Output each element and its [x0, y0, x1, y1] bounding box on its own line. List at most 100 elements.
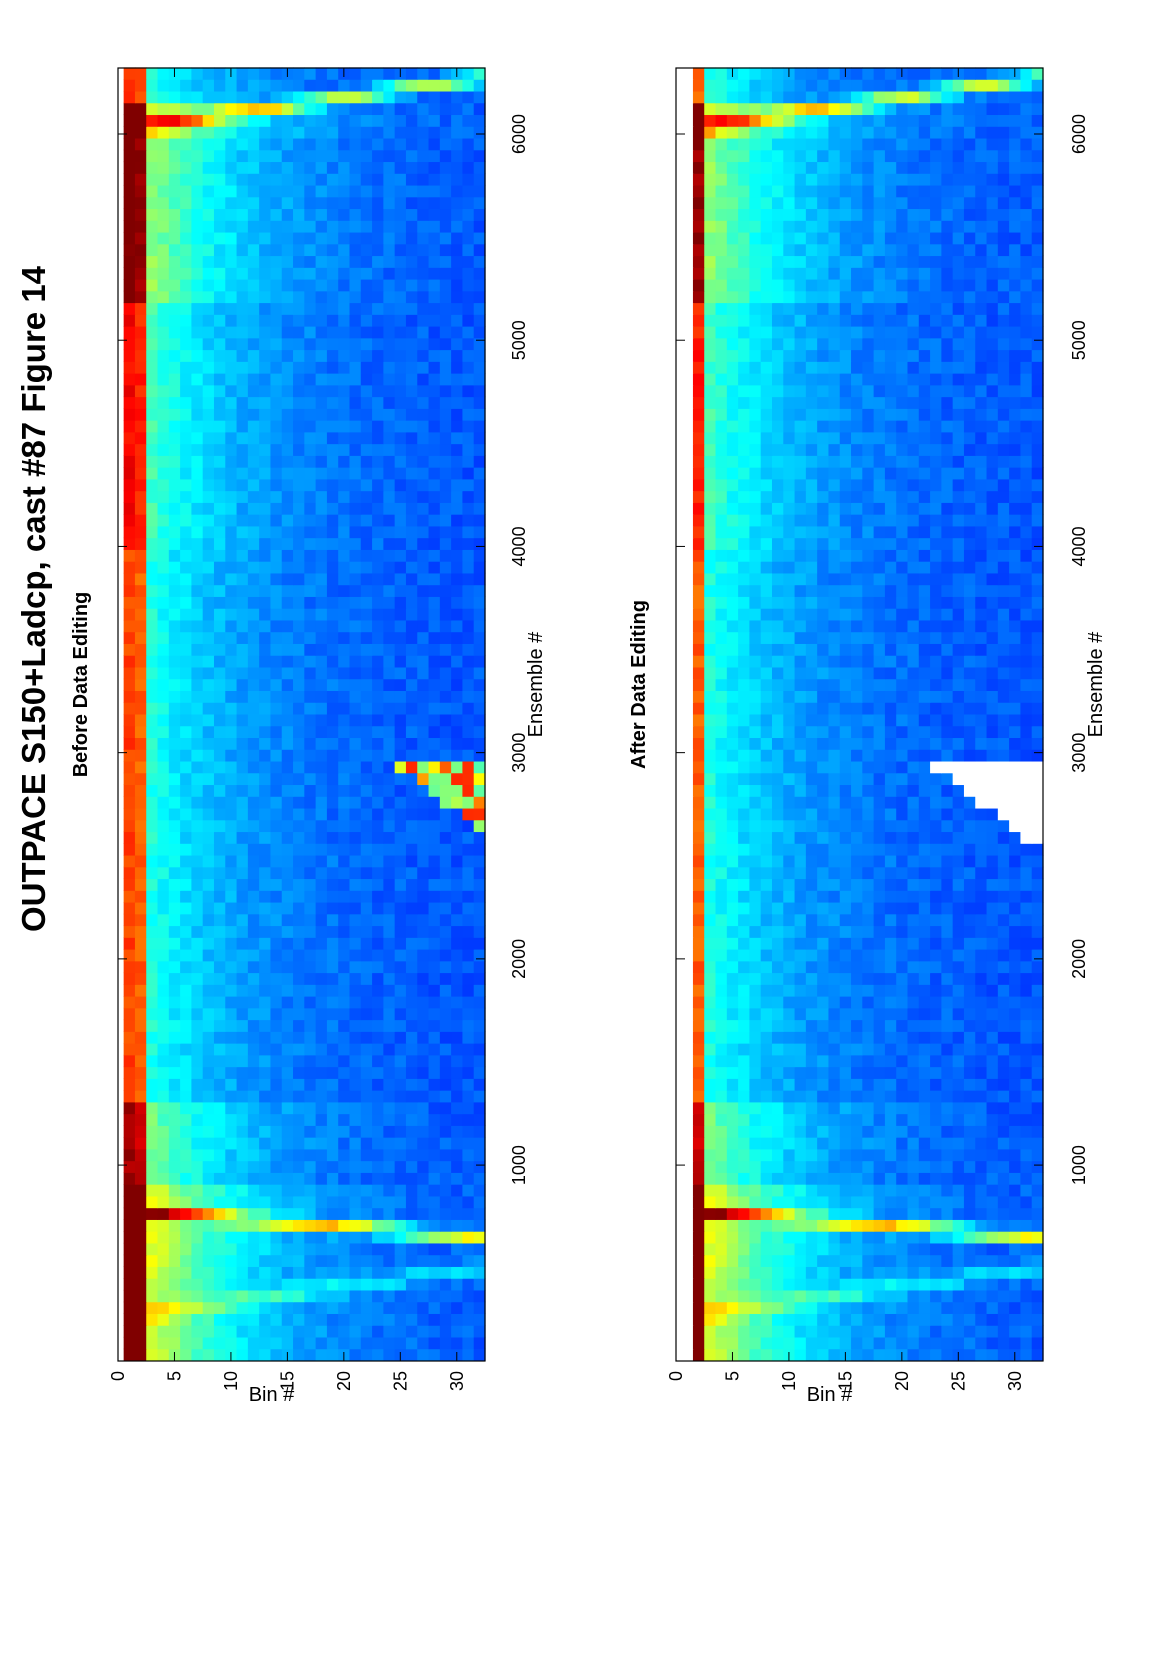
heatmap-cell: [1020, 960, 1033, 974]
heatmap-cell: [394, 1195, 407, 1209]
heatmap-cell: [451, 737, 464, 750]
heatmap-cell: [225, 184, 238, 198]
heatmap-cell: [473, 490, 486, 503]
heatmap-cell: [738, 1019, 750, 1032]
heatmap-cell: [191, 243, 204, 257]
heatmap-cell: [884, 831, 897, 844]
heatmap-cell: [247, 749, 260, 762]
heatmap-cell: [715, 1054, 728, 1068]
heatmap-cell: [941, 1325, 954, 1338]
heatmap-cell: [451, 267, 464, 280]
heatmap-cell: [191, 690, 204, 703]
heatmap-cell: [349, 772, 362, 786]
heatmap-cell: [236, 243, 249, 257]
heatmap-cell: [123, 349, 136, 362]
heatmap-cell: [202, 866, 215, 880]
heatmap-cell: [123, 1160, 136, 1173]
heatmap-cell: [473, 854, 486, 868]
heatmap-cell: [360, 1336, 373, 1350]
heatmap-cell: [259, 137, 272, 151]
y-tick-label: 30: [447, 1371, 467, 1391]
heatmap-cell: [349, 643, 362, 656]
heatmap-cell: [986, 1231, 999, 1244]
heatmap-cell: [726, 1242, 739, 1256]
heatmap-cell: [405, 537, 418, 550]
heatmap-cell: [134, 796, 147, 809]
heatmap-cell: [281, 314, 294, 327]
heatmap-cell: [805, 1207, 818, 1220]
heatmap-cell: [293, 290, 305, 304]
heatmap-cell: [439, 1090, 452, 1103]
heatmap-cell: [202, 255, 215, 268]
heatmap-cell: [168, 737, 181, 750]
heatmap-cell: [997, 1219, 1010, 1232]
heatmap-cell: [1020, 1254, 1033, 1267]
heatmap-cell: [123, 854, 136, 868]
heatmap-cell: [326, 314, 339, 327]
heatmap-cell: [123, 137, 136, 151]
panel-title: Before Data Editing: [70, 592, 92, 778]
heatmap-cell: [315, 1207, 328, 1220]
heatmap-cell: [451, 1254, 464, 1267]
heatmap-cell: [270, 901, 283, 915]
heatmap-cell: [304, 655, 317, 668]
heatmap-cell: [975, 1137, 988, 1150]
heatmap-cell: [771, 913, 784, 927]
heatmap-cell: [213, 561, 226, 574]
heatmap-cell: [180, 67, 193, 80]
heatmap-cell: [473, 161, 486, 174]
heatmap-cell: [462, 608, 475, 621]
heatmap-cell: [157, 843, 170, 856]
heatmap-cell: [293, 972, 305, 985]
heatmap-cell: [326, 443, 339, 456]
heatmap-cell: [225, 1078, 238, 1091]
heatmap-cell: [428, 584, 441, 597]
heatmap-cell: [168, 690, 181, 703]
heatmap-cell: [439, 796, 452, 809]
heatmap-cell: [349, 126, 362, 139]
heatmap-cell: [715, 1137, 728, 1150]
heatmap-cell: [202, 267, 215, 280]
heatmap-cell: [760, 913, 773, 927]
heatmap-cell: [326, 866, 339, 880]
heatmap-cell: [851, 913, 863, 927]
heatmap-cell: [851, 1054, 863, 1068]
heatmap-cell: [338, 878, 351, 891]
heatmap-cell: [749, 1160, 762, 1173]
heatmap-cell: [873, 854, 886, 868]
heatmap-cell: [884, 1019, 897, 1032]
heatmap-cell: [738, 1078, 750, 1091]
heatmap-cell: [997, 1019, 1010, 1032]
heatmap-cell: [884, 1231, 897, 1244]
heatmap-cell: [247, 678, 260, 691]
heatmap-cell: [771, 972, 784, 985]
heatmap-cell: [315, 290, 328, 304]
heatmap-cell: [451, 996, 464, 1009]
heatmap-cell: [293, 243, 305, 257]
heatmap-cell: [225, 173, 238, 186]
heatmap-cell: [157, 490, 170, 503]
heatmap-cell: [202, 208, 215, 221]
heatmap-cell: [259, 619, 272, 633]
heatmap-cell: [681, 1172, 694, 1185]
heatmap-cell: [191, 1336, 204, 1350]
heatmap-cell: [873, 1348, 886, 1361]
heatmap-cell: [851, 1242, 863, 1256]
heatmap-cell: [326, 102, 339, 116]
heatmap-cell: [372, 67, 384, 80]
heatmap-cell: [428, 690, 441, 703]
heatmap-cell: [394, 925, 407, 938]
heatmap-cell: [259, 443, 272, 456]
heatmap-cell: [326, 196, 339, 210]
heatmap-cell: [304, 255, 317, 268]
heatmap-cell: [191, 678, 204, 691]
heatmap-cell: [873, 1172, 886, 1185]
heatmap-cell: [749, 878, 762, 891]
heatmap-cell: [168, 537, 181, 550]
heatmap-cell: [247, 1054, 260, 1068]
heatmap-cell: [462, 725, 475, 739]
heatmap-cell: [247, 525, 260, 539]
heatmap-cell: [372, 1336, 384, 1350]
heatmap-cell: [134, 1137, 147, 1150]
heatmap-cell: [225, 514, 238, 527]
